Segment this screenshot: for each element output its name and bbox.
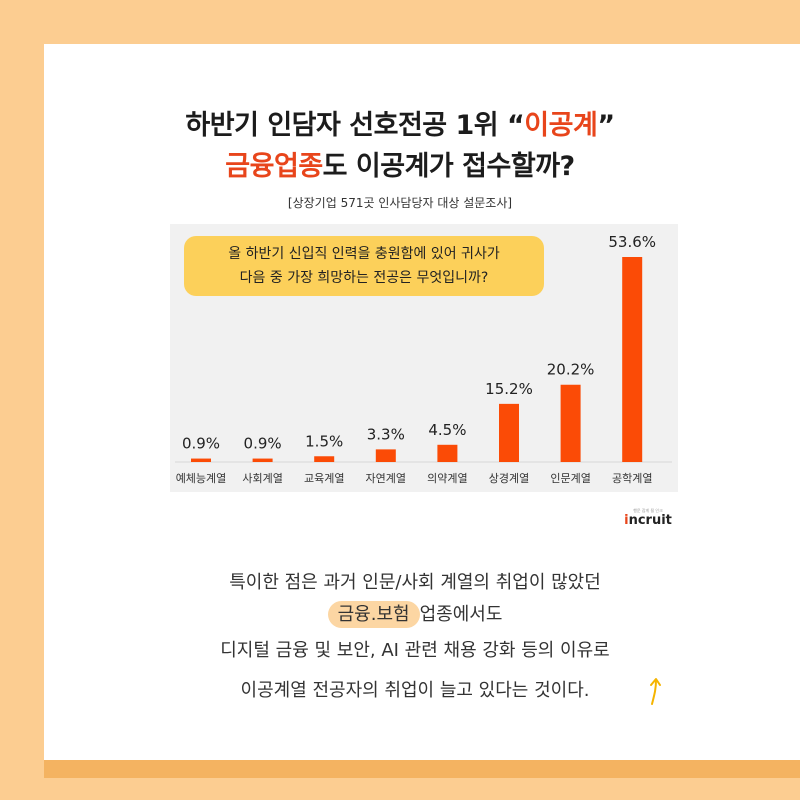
body-line-1: 특이한 점은 과거 인문/사회 계열의 취업이 많았던 [229, 572, 601, 593]
category-label: 자연계열 [366, 472, 406, 485]
bar-value-label: 0.9% [244, 435, 282, 453]
bar [314, 456, 335, 462]
bar-value-label: 15.2% [485, 380, 533, 398]
body-line-2-rest: 업종에서도 [419, 604, 503, 625]
bar-value-label: 20.2% [547, 361, 595, 379]
bar-value-label: 0.9% [182, 435, 220, 453]
logo-text: incruit [617, 513, 679, 528]
bar-value-label: 4.5% [428, 421, 466, 439]
bar [499, 403, 519, 462]
title-highlight-2: 금융업종 [225, 151, 323, 182]
title-line-2: 금융업종도 이공계가 접수할까? [0, 144, 800, 183]
logo-prefix: i [624, 513, 629, 528]
bar [191, 458, 211, 462]
title-line-1: 하반기 인담자 선호전공 1위 “이공계” [0, 103, 800, 142]
question-line-1: 올 하반기 신입직 인력을 충원함에 있어 귀사가 [228, 246, 500, 262]
card-shadow [44, 760, 800, 778]
title-line-1-end: ” [597, 110, 615, 141]
up-arrow-icon [650, 678, 661, 705]
bar-value-label: 53.6% [608, 233, 656, 251]
title-line-1-text: 하반기 인담자 선호전공 1위 “ [185, 110, 525, 141]
category-label: 공학계열 [612, 472, 652, 485]
bar [560, 384, 581, 462]
category-label: 예체능계열 [176, 472, 227, 485]
title-highlight-1: 이공계 [524, 110, 598, 141]
body-line-4: 이공계열 전공자의 취업이 늘고 있다는 것이다. [240, 680, 590, 701]
question-line-2: 다음 중 가장 희망하는 전공은 무엇입니까? [239, 270, 489, 286]
bar-value-label: 3.3% [367, 425, 405, 443]
category-label: 교육계열 [304, 472, 344, 485]
body-highlight: 금융.보험 [327, 601, 420, 628]
logo-name: ncruit [628, 513, 672, 528]
subtitle: [상장기업 571곳 인사담당자 대상 설문조사] [287, 196, 513, 210]
incruit-logo: 행운 잡게 될 인크 incruit [617, 508, 679, 532]
category-label: 인문계열 [550, 472, 590, 485]
body-line-2: 금융.보험 업종에서도 [0, 600, 800, 628]
question-bubble: 올 하반기 신입직 인력을 충원함에 있어 귀사가 다음 중 가장 희망하는 전… [184, 236, 544, 296]
category-label: 사회계열 [242, 472, 282, 485]
logo-tagline: 행운 잡게 될 인크 [633, 508, 663, 513]
category-label: 의약계열 [427, 471, 467, 485]
bar-value-label: 1.5% [305, 432, 343, 450]
bar [252, 458, 273, 462]
category-label: 상경계열 [489, 472, 529, 485]
body-line-3: 디지털 금융 및 보안, AI 관련 채용 강화 등의 이유로 [220, 640, 610, 661]
bar [375, 449, 396, 462]
bar [622, 257, 643, 462]
bar [437, 444, 458, 462]
title-line-2-text: 도 이공계가 접수할까? [322, 151, 576, 182]
